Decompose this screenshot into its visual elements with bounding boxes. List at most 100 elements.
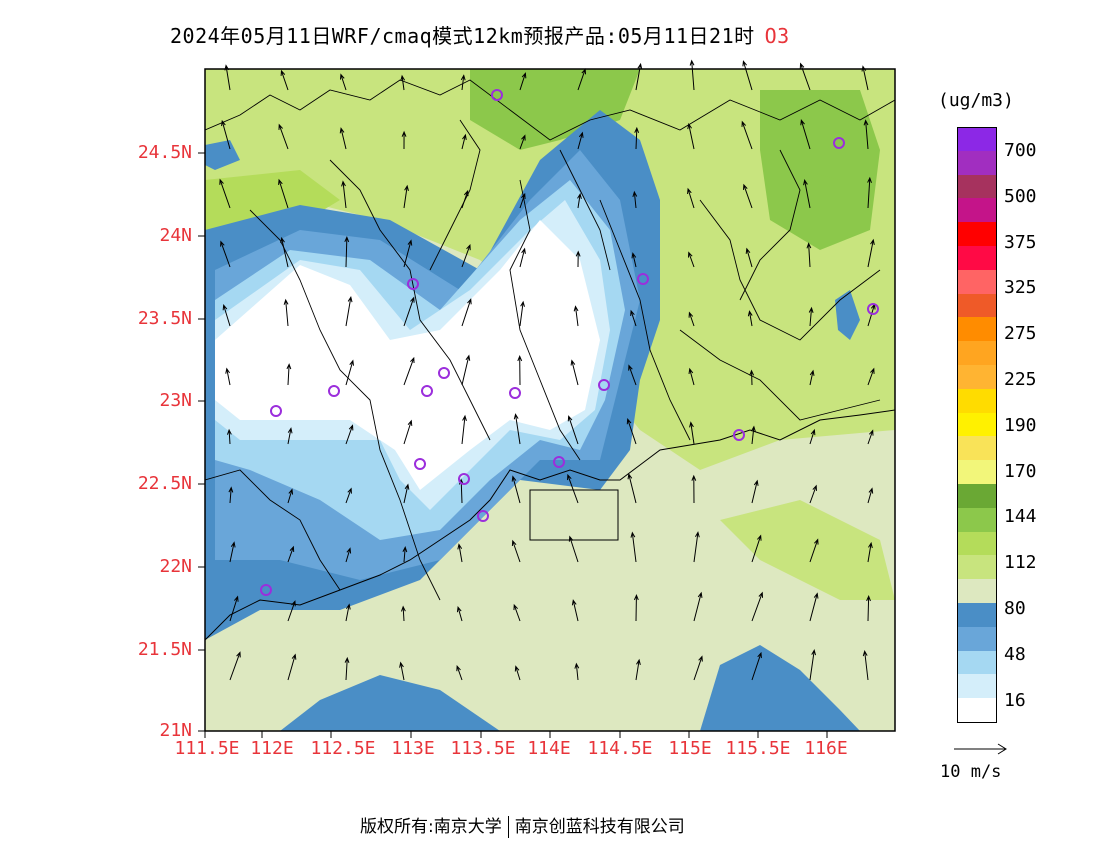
wind-arrow — [403, 419, 413, 445]
lat-label: 23N — [159, 390, 192, 411]
station-marker — [270, 405, 282, 417]
wind-reference-label: 10 m/s — [940, 762, 1002, 782]
wind-arrow — [693, 591, 703, 622]
wind-arrow — [741, 120, 753, 150]
concentration-field — [205, 69, 895, 731]
wind-arrow — [862, 649, 869, 681]
wind-arrow — [221, 119, 231, 150]
axis-ticks — [198, 152, 828, 738]
wind-arrow — [691, 474, 697, 504]
legend-swatch — [957, 293, 997, 318]
station-marker — [260, 584, 272, 596]
wind-arrow — [867, 429, 874, 445]
legend-swatch — [957, 198, 997, 223]
wind-arrow — [626, 418, 637, 445]
legend-label: 375 — [1004, 231, 1037, 253]
legend-swatch — [957, 222, 997, 247]
legend-swatch — [957, 436, 997, 461]
wind-arrow — [693, 531, 700, 563]
wind-arrow — [219, 178, 231, 209]
copyright-footer: 版权所有:南京大学 南京创蓝科技有限公司 — [360, 812, 685, 838]
legend-swatch — [957, 246, 997, 271]
wind-arrow — [747, 310, 753, 327]
legend-label: 325 — [1004, 277, 1037, 299]
legend-swatch — [957, 269, 997, 295]
legend-swatch — [957, 507, 997, 533]
legend-swatch — [957, 674, 997, 699]
wind-arrow — [513, 413, 521, 445]
wind-arrow — [341, 180, 347, 209]
legend-label: 190 — [1004, 414, 1037, 436]
wind-arrow — [633, 594, 639, 622]
legend-label: 48 — [1004, 643, 1026, 665]
lat-label: 24N — [159, 225, 192, 246]
wind-arrow — [867, 367, 875, 386]
wind-arrow — [630, 531, 637, 563]
station-marker — [407, 278, 419, 290]
wind-arrow — [511, 475, 521, 504]
wind-arrow — [571, 599, 579, 622]
wind-arrow — [806, 242, 812, 268]
title-text: 2024年05月11日WRF/cmaq模式12km预报产品:05月11日21时 — [170, 24, 755, 48]
legend-label: 225 — [1004, 369, 1037, 390]
wind-arrow — [514, 665, 521, 681]
wind-arrow — [688, 367, 695, 386]
wind-arrow — [456, 605, 463, 622]
wind-arrow — [460, 74, 466, 91]
wind-arrow — [461, 133, 467, 150]
wind-arrow — [751, 651, 762, 681]
wind-arrow — [519, 72, 527, 91]
wind-arrow — [403, 239, 413, 268]
legend-swatch — [957, 388, 997, 414]
wind-arrow — [867, 541, 873, 563]
wind-arrow — [224, 64, 231, 91]
legend-swatch — [957, 698, 997, 724]
legend-unit: (ug/m3) — [938, 90, 1014, 111]
wind-arrow — [800, 119, 811, 150]
station-marker — [438, 367, 450, 379]
wind-arrow — [456, 665, 463, 681]
wind-arrow — [280, 236, 289, 268]
wind-arrow — [345, 603, 351, 622]
legend-label: 275 — [1004, 323, 1037, 345]
legend-label: 500 — [1004, 185, 1037, 207]
legend-swatch — [957, 341, 997, 366]
wind-arrow — [403, 356, 415, 386]
wind-arrow — [519, 300, 525, 327]
station-marker — [421, 385, 433, 397]
wind-arrow — [222, 304, 231, 327]
wind-arrow — [687, 122, 695, 150]
wind-arrow — [461, 414, 467, 445]
wind-arrow — [743, 183, 753, 209]
wind-arrow — [280, 69, 289, 91]
wind-arrow — [226, 428, 232, 445]
wind-arrow — [867, 176, 872, 209]
wind-arrow — [573, 305, 579, 327]
wind-arrow — [287, 488, 294, 504]
wind-arrow — [809, 649, 817, 681]
legend-swatch — [957, 555, 997, 580]
station-marker — [553, 456, 565, 468]
wind-arrow — [631, 252, 637, 268]
wind-arrow — [344, 656, 350, 681]
wind-arrow — [809, 484, 817, 504]
wind-arrow — [570, 359, 579, 386]
wind-arrow — [400, 74, 406, 91]
lon-label: 116E — [804, 738, 848, 759]
wind-arrow — [278, 178, 289, 209]
wind-arrow — [344, 235, 350, 268]
wind-arrow — [809, 428, 816, 445]
wind-arrow — [567, 473, 579, 504]
wind-arrow — [402, 546, 408, 563]
wind-arrow — [286, 363, 292, 386]
wind-arrow — [345, 487, 352, 504]
wind-arrow — [577, 192, 582, 209]
station-marker — [733, 429, 745, 441]
wind-arrow — [803, 179, 811, 209]
wind-arrow — [867, 487, 874, 504]
wind-arrow — [461, 243, 471, 268]
wind-arrow — [287, 427, 293, 445]
lon-label: 111.5E — [174, 738, 240, 759]
wind-arrow — [519, 247, 526, 268]
lat-label: 22.5N — [137, 473, 192, 494]
